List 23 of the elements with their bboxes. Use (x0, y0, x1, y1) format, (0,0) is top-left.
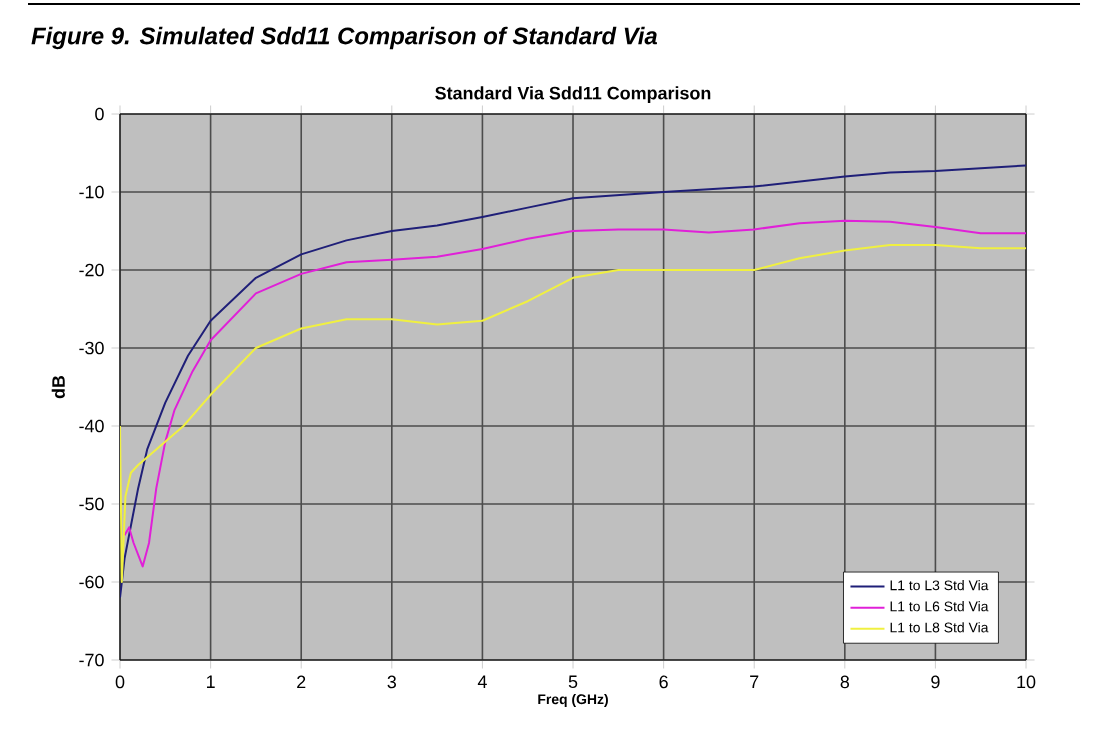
x-tick-label: 3 (387, 675, 397, 689)
chart-subtitle: Standard Via Sdd11 Comparison (435, 86, 711, 104)
line-series (120, 164, 1027, 599)
x-tick-label: 2 (297, 675, 306, 689)
x-tick-label: 1 (207, 675, 215, 688)
x-tick-label: 0 (115, 675, 125, 689)
y-tick-label: -70 (79, 653, 104, 667)
y-tick-label: -60 (79, 575, 104, 589)
x-tick-label: 6 (659, 675, 668, 689)
x-tick-label: 8 (840, 675, 850, 689)
x-tick-label: 5 (568, 675, 578, 689)
y-tick-label: -30 (79, 341, 104, 355)
y-tick-label: -50 (79, 497, 104, 511)
y-tick-label: 0 (95, 107, 104, 121)
x-tick-label: 7 (750, 675, 759, 688)
y-axis-title: dB (51, 375, 65, 399)
y-tick-label: -40 (79, 419, 104, 433)
y-tick-label: -20 (79, 263, 104, 277)
x-tick-label: 4 (477, 675, 487, 688)
chart-title: Figure 9. Simulated Sdd11 Comparison of Standard Via (31, 26, 658, 50)
x-tick-label: 10 (1017, 675, 1036, 689)
y-tick-label: -10 (79, 185, 104, 199)
x-tick-label: 9 (931, 675, 940, 689)
